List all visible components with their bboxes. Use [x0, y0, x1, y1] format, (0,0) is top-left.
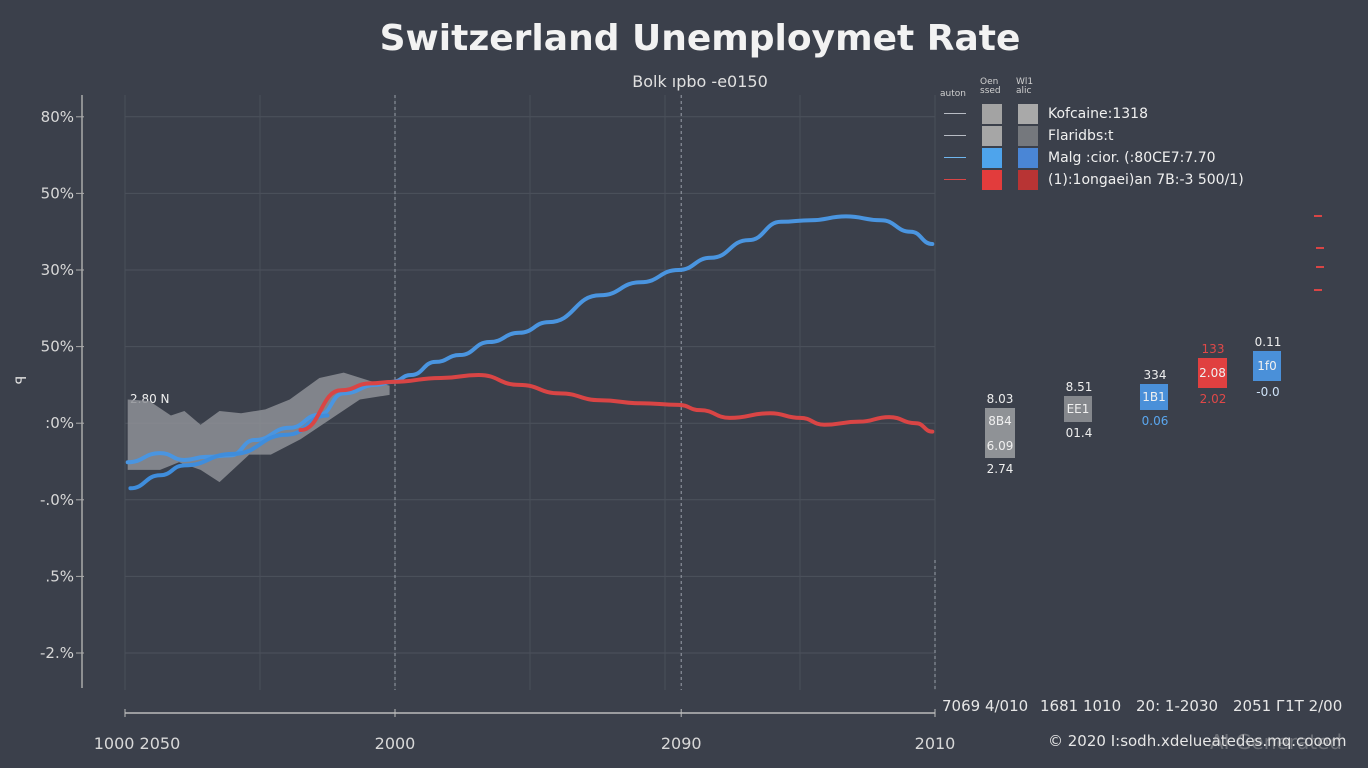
- box-inner-value: 1B1: [1142, 390, 1166, 404]
- side-value-box: 8.03 8B4 6.09 2.74: [985, 392, 1015, 476]
- series-line-blue-main: [125, 214, 935, 465]
- y-tick-label: 50%: [41, 338, 74, 356]
- x-tick-label: 2090: [661, 734, 702, 753]
- legend-header: Wl1 alic: [1016, 77, 1034, 96]
- box-bottom-value: 2.74: [986, 462, 1014, 476]
- legend-header: Oen ssed: [980, 77, 1001, 96]
- box-top-value: 0.11: [1254, 335, 1282, 349]
- box-inner-value: 1f0: [1257, 359, 1277, 373]
- legend-swatch: [982, 126, 1002, 146]
- x-tick-label: 1000 2050: [94, 734, 181, 753]
- y-tick-label: -.0%: [40, 491, 74, 509]
- box-top-value: 334: [1143, 368, 1167, 382]
- legend-header: auton: [940, 89, 966, 99]
- side-value-box: 8.51 EE1 01.4: [1064, 380, 1092, 440]
- side-value-box: 334 1B1 0.06: [1140, 368, 1168, 428]
- x-tick-label: 2010: [915, 734, 956, 753]
- side-value-box: 133 2.08 2.02: [1198, 342, 1227, 406]
- legend-swatch: [1018, 170, 1038, 190]
- legend-line-icon: [944, 135, 966, 136]
- box-inner-value: EE1: [1066, 402, 1090, 416]
- legend-swatch: [1018, 148, 1038, 168]
- legend-item: Flaridbs:t: [940, 126, 1270, 146]
- y-tick-label: -2.%: [40, 644, 74, 662]
- series-line-blue-lower: [128, 413, 330, 491]
- y-tick-label: 80%: [41, 108, 74, 126]
- box-bottom-value: 0.06: [1141, 414, 1169, 428]
- bottom-label: 2051 Г1T 2/00: [1233, 697, 1343, 715]
- x-tick-label: 2000: [375, 734, 416, 753]
- legend-item: (1):1ongaei)an 7B:-3 500/1): [940, 170, 1270, 190]
- bottom-label: 7069 4/010: [942, 697, 1029, 715]
- legend-label: Malg :cior. (:80CE7:7.70: [1048, 150, 1216, 166]
- legend-swatch: [1018, 104, 1038, 124]
- legend-label: Flaridbs:t: [1048, 128, 1114, 144]
- y-tick-label: 50%: [41, 184, 74, 202]
- y-tick-label: .5%: [45, 567, 74, 585]
- legend-item: Kofcaine:1318: [940, 104, 1270, 124]
- legend-line-icon: [944, 179, 966, 180]
- y-tick-label: :0%: [45, 414, 74, 432]
- box-top-value: 133: [1201, 342, 1225, 356]
- chart-subtitle: Bolk ıpbo -e0150: [632, 72, 768, 91]
- legend-item: Malg :cior. (:80CE7:7.70: [940, 148, 1270, 168]
- box-inner-value: 8B4: [988, 413, 1012, 428]
- box-top-value: 8.51: [1065, 380, 1093, 394]
- legend-swatch: [982, 170, 1002, 190]
- legend-swatch: [982, 104, 1002, 124]
- legend-line-icon: [944, 157, 966, 158]
- box-bottom-value: 01.4: [1065, 426, 1093, 440]
- bottom-label: 20: 1-2030: [1136, 697, 1219, 715]
- legend-label: Kofcaine:1318: [1048, 106, 1148, 122]
- legend-line-icon: [944, 113, 966, 114]
- series-line-red: [298, 372, 935, 434]
- box-top-value: 8.03: [986, 392, 1014, 406]
- y-tick-label: 30%: [41, 261, 74, 279]
- legend-swatch: [1018, 126, 1038, 146]
- watermark: AI Generated: [1210, 730, 1343, 754]
- legend-label: (1):1ongaei)an 7B:-3 500/1): [1048, 172, 1244, 188]
- box-bottom-value: 2.02: [1199, 392, 1227, 406]
- box-inner-value: 2.08: [1199, 366, 1226, 380]
- bottom-label: 1681 1010: [1040, 697, 1122, 715]
- chart-title: Switzerland Unemploymet Rate: [379, 18, 1021, 59]
- side-value-box: 0.11 1f0 -0.0: [1253, 335, 1281, 399]
- legend-swatch: [982, 148, 1002, 168]
- box-inner-value: 6.09: [986, 438, 1014, 453]
- box-bottom-value: -0.0: [1256, 385, 1280, 399]
- copyright: © 2020 I:sodh.xdelueatedes.mq.cooom: [1048, 732, 1347, 750]
